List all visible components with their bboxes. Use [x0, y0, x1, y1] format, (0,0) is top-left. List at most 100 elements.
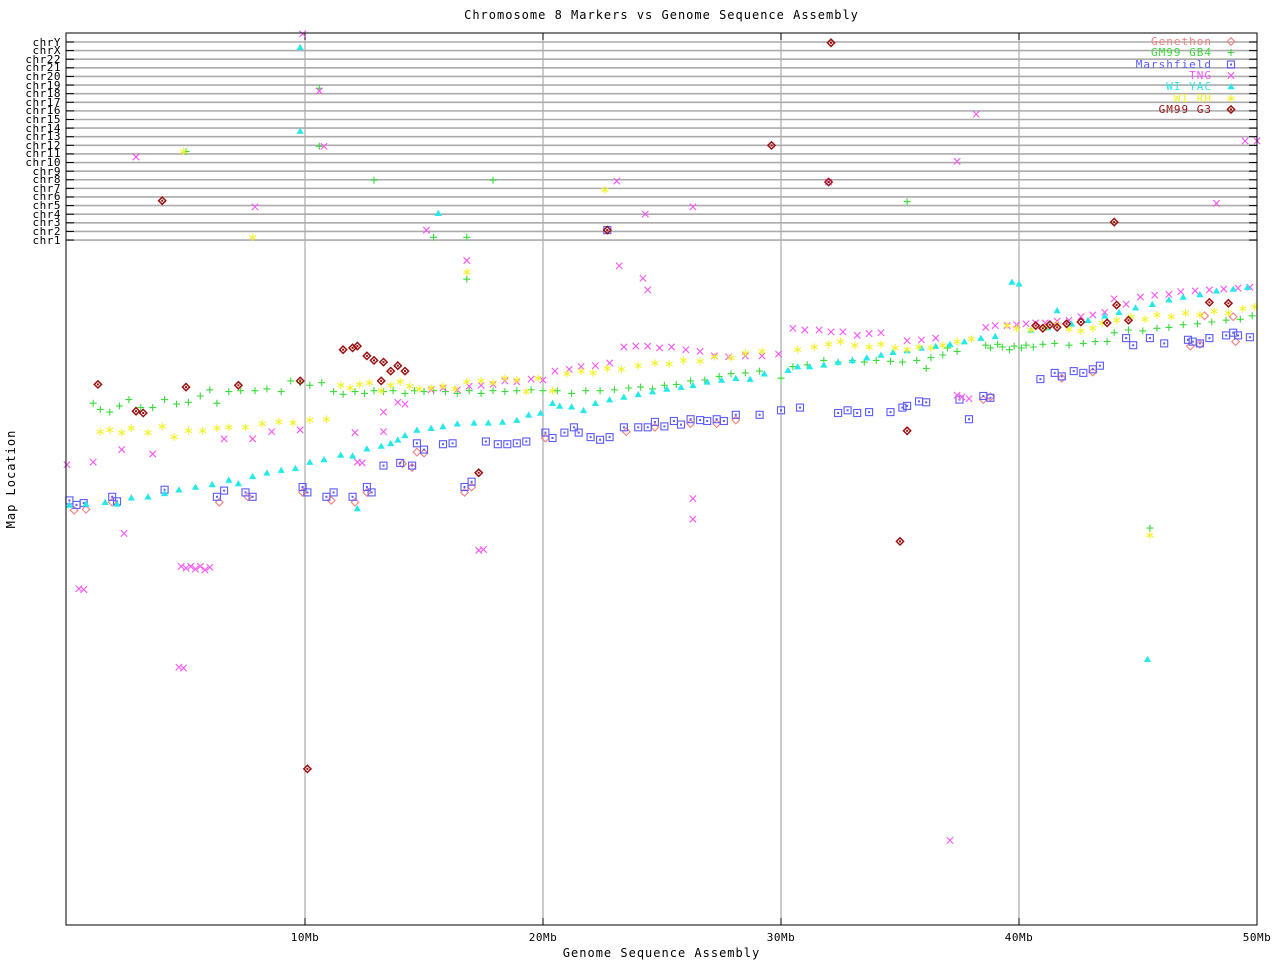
data-point: [801, 326, 809, 334]
data-point: [1141, 315, 1149, 324]
data-point: [1103, 337, 1112, 346]
chromosome-label-chr18: chr18: [25, 87, 61, 101]
data-point: [810, 342, 819, 352]
data-point: [922, 398, 931, 407]
data-point: [72, 500, 81, 509]
data-point: [205, 385, 214, 394]
chromosome-label-chr14: chr14: [25, 121, 61, 135]
data-point: [1010, 342, 1019, 351]
data-point: [1110, 328, 1119, 337]
data-point: [865, 342, 873, 352]
data-point: [1224, 298, 1233, 308]
data-point: [386, 366, 396, 376]
data-point: [160, 395, 169, 404]
legend-label: Marshfield: [1135, 57, 1212, 71]
chromosome-label-chr1: chr1: [32, 233, 61, 247]
data-point: [877, 351, 885, 358]
data-point: [865, 329, 873, 338]
data-point: [351, 428, 359, 437]
y-axis-label: Map Location: [4, 429, 18, 529]
data-point: [1122, 334, 1131, 343]
data-point: [412, 447, 422, 457]
data-point: [346, 383, 355, 393]
data-point: [1022, 320, 1030, 328]
data-point: [922, 364, 931, 373]
data-point: [1160, 339, 1169, 348]
data-point: [1136, 293, 1145, 301]
data-point: [329, 488, 338, 497]
data-point: [401, 400, 409, 408]
data-point: [360, 389, 369, 398]
chromosome-label-chr10: chr10: [25, 156, 61, 170]
data-point: [489, 386, 497, 395]
data-point: [179, 664, 188, 672]
x-tick-label-30Mb: 30Mb: [766, 931, 796, 944]
data-point: [569, 423, 578, 432]
data-point: [460, 483, 469, 491]
data-point: [932, 342, 940, 349]
data-point: [1229, 328, 1238, 337]
data-point: [903, 197, 912, 206]
chromosome-label-chr15: chr15: [25, 112, 61, 126]
data-point: [1005, 345, 1014, 354]
data-point: [274, 417, 283, 427]
data-point: [117, 428, 126, 437]
data-point: [1124, 326, 1133, 334]
data-point: [120, 529, 128, 538]
data-point: [462, 275, 471, 284]
data-point: [553, 386, 562, 395]
data-point: [632, 342, 640, 350]
chart-title: Chromosome 8 Markers vs Genome Sequence …: [464, 8, 859, 22]
data-point: [796, 403, 804, 412]
data-point: [243, 492, 253, 502]
data-point: [727, 353, 735, 362]
data-point: [843, 406, 852, 415]
data-point: [620, 393, 628, 400]
data-point: [251, 386, 259, 395]
diamond-open-icon: [1226, 37, 1236, 46]
data-point: [965, 395, 973, 403]
data-point: [170, 432, 178, 442]
data-point: [1036, 375, 1045, 384]
data-point: [932, 334, 940, 342]
chromosome-label-chr16: chr16: [25, 104, 61, 118]
data-point: [689, 515, 697, 523]
data-point: [562, 369, 571, 378]
data-point: [953, 391, 961, 399]
data-point: [686, 419, 695, 428]
data-point: [1236, 315, 1245, 324]
data-point: [220, 486, 229, 495]
data-point: [348, 492, 357, 501]
data-point: [644, 286, 652, 294]
data-point: [579, 406, 588, 414]
legend-label: WI RH: [1173, 91, 1212, 105]
legend-item-gm99-gb4: GM99 GB4: [1136, 46, 1240, 59]
chromosome-label-chrY: chrY: [32, 35, 61, 49]
legend: Genethon GM99 GB4 Marshfield TNG WI YAC WI RH…: [1135, 35, 1240, 116]
data-point: [65, 501, 73, 508]
data-point: [568, 403, 576, 410]
data-point: [93, 380, 103, 389]
data-point: [696, 416, 705, 425]
data-point: [258, 419, 267, 428]
data-point: [1151, 291, 1159, 299]
data-point: [329, 387, 338, 396]
data-point: [1065, 341, 1073, 350]
data-point: [634, 423, 643, 432]
data-point: [567, 389, 576, 398]
data-point: [1210, 307, 1219, 316]
data-point: [358, 459, 366, 467]
data-point: [127, 423, 136, 433]
data-point: [412, 439, 421, 448]
x-tick-label-40Mb: 40Mb: [1004, 931, 1034, 944]
data-point: [872, 356, 881, 365]
data-point: [493, 440, 502, 449]
data-point: [80, 585, 88, 594]
data-point: [249, 472, 257, 480]
data-point: [1148, 300, 1156, 307]
data-point: [820, 361, 828, 368]
data-point: [394, 398, 402, 406]
chromosome-label-chr12: chr12: [25, 138, 61, 152]
legend-item-wi-yac: WI YAC: [1136, 80, 1240, 93]
